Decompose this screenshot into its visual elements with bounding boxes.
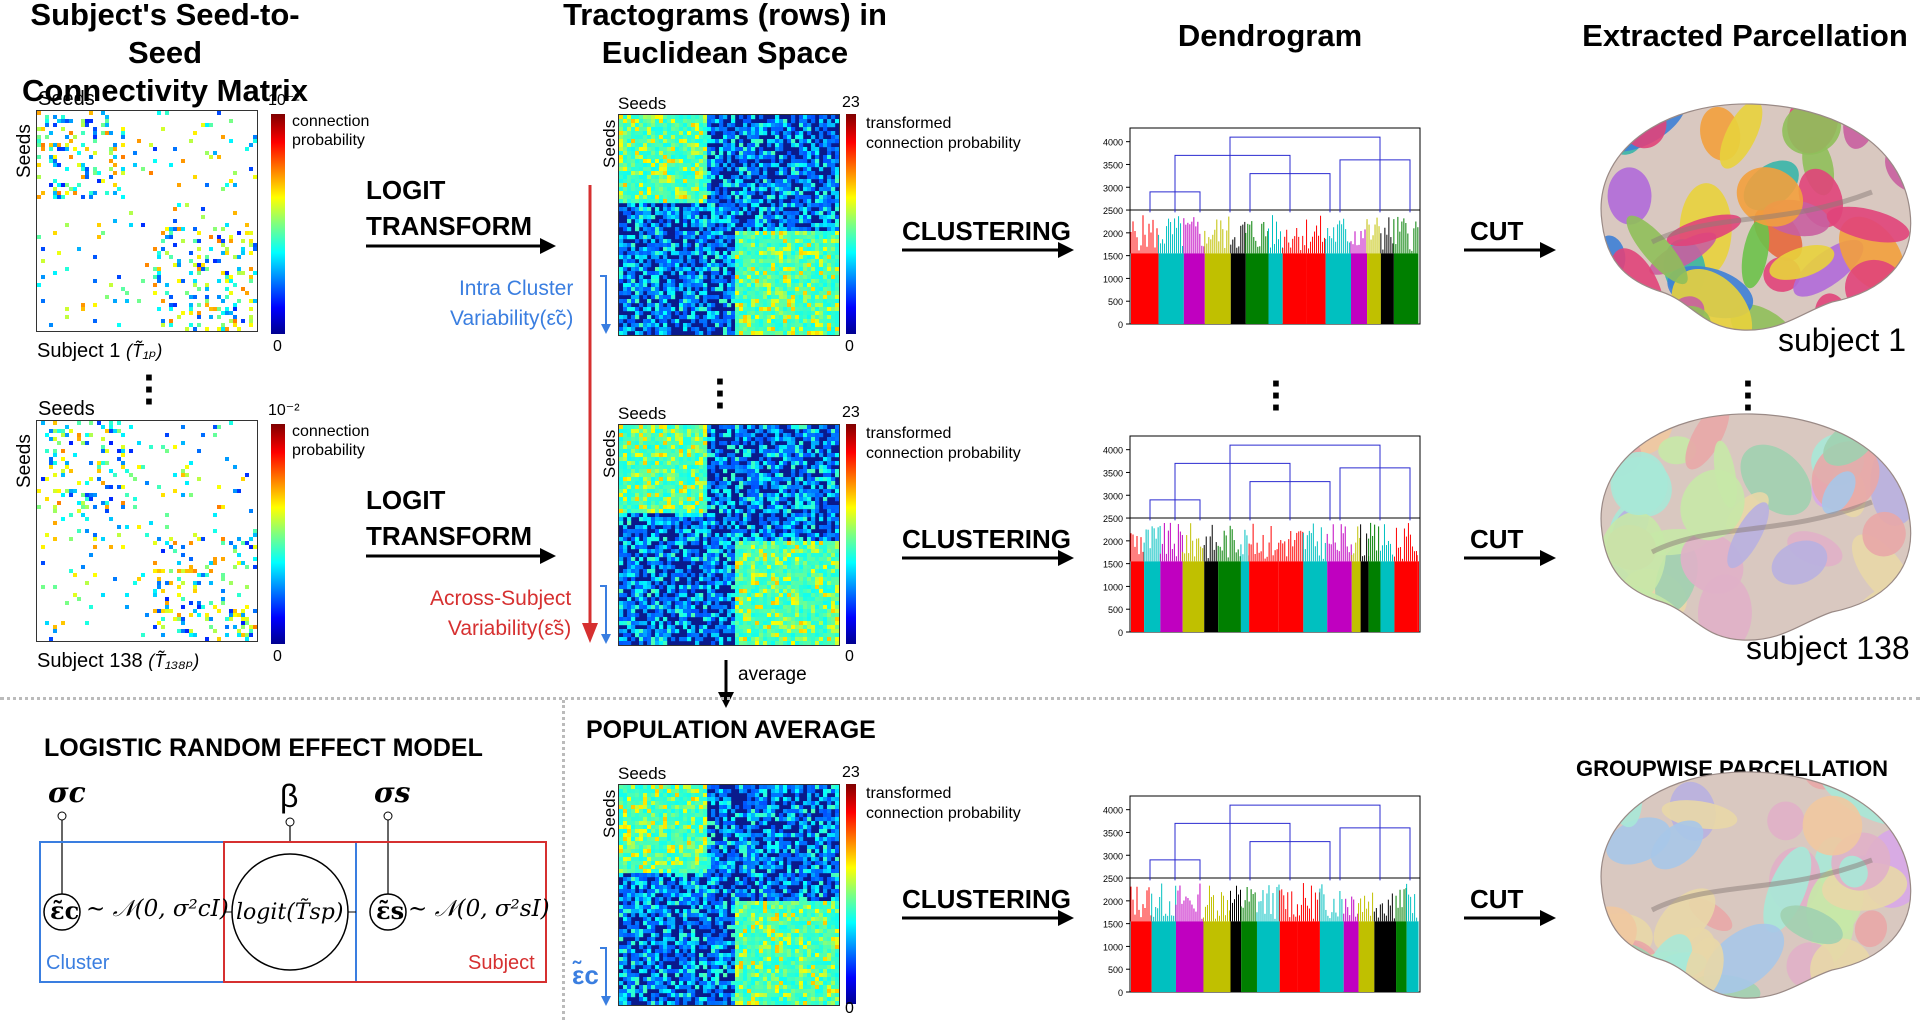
clustering-label-2: CLUSTERING bbox=[902, 524, 1071, 554]
colorbar-transformed-2 bbox=[846, 424, 856, 644]
header-extracted-parcellation: Extracted Parcellation bbox=[1582, 18, 1908, 53]
clustering-label-3: CLUSTERING bbox=[902, 884, 1071, 914]
seeds-label-t3: Seeds bbox=[618, 764, 667, 783]
dendrogram-subject-138: 0 500 1000 1500 2000 2500 3000 3500 4000 bbox=[1090, 432, 1430, 638]
epsilon-c-node: ε̃c bbox=[50, 896, 80, 925]
colorbar-transformed-1 bbox=[846, 114, 856, 334]
colorbar-bottom-value: 0 bbox=[273, 338, 282, 355]
colorbar-transformed-3 bbox=[846, 784, 856, 1004]
connectivity-matrix-subject-138 bbox=[36, 420, 258, 642]
subject-box-label: Subject bbox=[468, 952, 535, 974]
across-subject-label: Across-Subject Variability(ε̃s) bbox=[430, 587, 572, 640]
separator-horizontal bbox=[0, 697, 1920, 700]
tractogram-matrix-subject-138 bbox=[618, 424, 840, 646]
normal-c-expr: ∼ 𝒩(0, σ²cI) bbox=[86, 896, 229, 922]
vertical-dots-col2: · · · bbox=[714, 360, 728, 428]
tcolorbar-top-1: 23 bbox=[842, 94, 860, 111]
clustering-label-1: CLUSTERING bbox=[902, 216, 1071, 246]
logit-transform-label-2: LOGIT TRANSFORM bbox=[366, 485, 533, 551]
subject-138-math: (T̃₁₃₈ₚ) bbox=[148, 651, 200, 671]
colorbar-top-value: 10⁻² bbox=[268, 92, 300, 109]
seeds-vlabel-t2: Seeds bbox=[600, 429, 619, 478]
cluster-box-label: Cluster bbox=[46, 952, 110, 974]
across-subject-red-arrow bbox=[582, 185, 598, 643]
clustering-arrow-1 bbox=[902, 242, 1074, 258]
seeds-vlabel-top: Seeds bbox=[14, 124, 35, 178]
seeds-label-top: Seeds bbox=[38, 88, 95, 110]
cut-label-1: CUT bbox=[1470, 216, 1524, 246]
beta-label: β bbox=[280, 778, 299, 814]
vertical-dots-col3: · · · bbox=[1270, 362, 1284, 430]
intra-cluster-bracket-arrow bbox=[600, 275, 611, 334]
brain-parcellation-subject-1 bbox=[1582, 62, 1918, 352]
tractogram-matrix-population bbox=[618, 784, 840, 1006]
tcolorbar-bottom-2: 0 bbox=[845, 648, 854, 665]
average-arrow bbox=[718, 660, 734, 708]
tcolorbar-bottom-3: 0 bbox=[845, 1000, 854, 1017]
logit-transform-label-1: LOGIT TRANSFORM bbox=[366, 175, 533, 241]
cut-arrow-2 bbox=[1464, 550, 1556, 566]
across-subject-bracket-arrow bbox=[600, 585, 611, 644]
seeds-label-t1: Seeds bbox=[618, 94, 667, 113]
subject-1-math: (T̃₁ₚ) bbox=[125, 341, 163, 361]
header-tractograms: Tractograms (rows) in Euclidean Space bbox=[563, 0, 887, 70]
seeds-label-t2: Seeds bbox=[618, 404, 667, 423]
clustering-arrow-2 bbox=[902, 550, 1074, 566]
header-dendrogram: Dendrogram bbox=[1177, 18, 1363, 53]
tcolorbar-top-3: 23 bbox=[842, 764, 860, 781]
tcolorbar-label-2: transformed connection probability bbox=[866, 425, 1021, 462]
header-connectivity-matrix: Subject's Seed-to-Seed Connectivity Matr… bbox=[22, 0, 308, 108]
tcolorbar-label-3: transformed connection probability bbox=[866, 785, 1021, 822]
population-average-title: POPULATION AVERAGE bbox=[586, 716, 876, 744]
colorbar-top-value-2: 10⁻² bbox=[268, 402, 300, 419]
tractogram-matrix-subject-1 bbox=[618, 114, 840, 336]
clustering-arrow-3 bbox=[902, 910, 1074, 926]
cut-label-2: CUT bbox=[1470, 524, 1524, 554]
connectivity-matrix-subject-1 bbox=[36, 110, 258, 332]
epsilon-c-label: ε̃c bbox=[572, 960, 599, 990]
epsilon-c-bracket-arrow bbox=[600, 947, 611, 1006]
logit-arrow-1 bbox=[366, 238, 556, 254]
average-label: average bbox=[738, 664, 807, 685]
logit-arrow-2 bbox=[366, 548, 556, 564]
cut-arrow-3 bbox=[1464, 910, 1556, 926]
cut-arrow-1 bbox=[1464, 242, 1556, 258]
colorbar-probability-top bbox=[271, 114, 285, 334]
model-title: LOGISTIC RANDOM EFFECT MODEL bbox=[44, 734, 483, 762]
seeds-vlabel-t1: Seeds bbox=[600, 119, 619, 168]
seeds-vlabel-bottom: Seeds bbox=[14, 434, 35, 488]
subject-138-brain-label: subject 138 bbox=[1746, 630, 1910, 666]
sigma-c-label: σc bbox=[48, 776, 86, 809]
vertical-dots-col1: · · · bbox=[143, 356, 157, 424]
subject-1-caption: Subject 1 (T̃₁ₚ) bbox=[37, 340, 163, 362]
dendrogram-population: 0 500 1000 1500 2000 2500 3000 3500 4000 bbox=[1090, 792, 1430, 998]
subject-138-caption: Subject 138 (T̃₁₃₈ₚ) bbox=[37, 650, 200, 672]
seeds-vlabel-t3: Seeds bbox=[600, 789, 619, 838]
tcolorbar-top-2: 23 bbox=[842, 404, 860, 421]
cut-label-3: CUT bbox=[1470, 884, 1524, 914]
colorbar-label: connection probability bbox=[292, 113, 370, 149]
brain-parcellation-groupwise bbox=[1582, 730, 1918, 1020]
logit-node: logit(T̃sp) bbox=[236, 900, 344, 925]
seeds-label-bottom: Seeds bbox=[38, 398, 95, 420]
subject-1-brain-label: subject 1 bbox=[1778, 322, 1907, 358]
tcolorbar-bottom-1: 0 bbox=[845, 338, 854, 355]
sigma-s-label: σs bbox=[374, 776, 411, 809]
epsilon-s-node: ε̃s bbox=[376, 896, 405, 925]
dendrogram-subject-1: 0 500 1000 1500 2000 2500 3000 3500 4000 bbox=[1090, 124, 1430, 330]
colorbar-label-2: connection probability bbox=[292, 423, 370, 459]
colorbar-probability-bottom bbox=[271, 424, 285, 644]
tcolorbar-label-1: transformed connection probability bbox=[866, 115, 1021, 152]
model-diagram bbox=[39, 811, 547, 983]
separator-vertical bbox=[562, 700, 565, 1020]
brain-parcellation-subject-138 bbox=[1582, 372, 1918, 662]
colorbar-bottom-value-2: 0 bbox=[273, 648, 282, 665]
intra-cluster-label: Intra Cluster Variability(ε̃c) bbox=[450, 277, 574, 330]
normal-s-expr: ∼ 𝒩(0, σ²sI) bbox=[408, 896, 550, 922]
